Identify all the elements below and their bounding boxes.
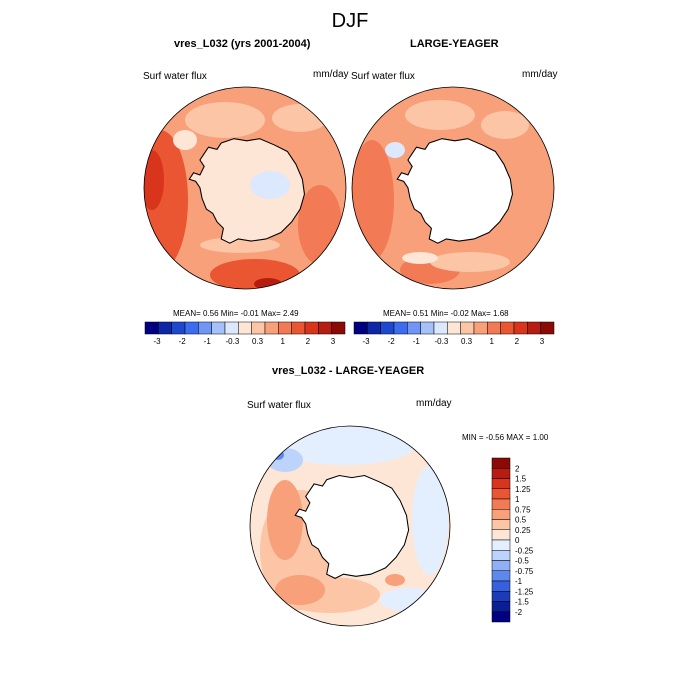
colorbar-swatch: [491, 539, 511, 551]
colorbar-swatch: [393, 321, 408, 335]
panel1-units: mm/day: [313, 69, 349, 80]
colorbar-swatch: [331, 321, 346, 335]
colorbar-label: 0.3: [252, 337, 264, 346]
colorbar-label: 0: [515, 536, 520, 545]
colorbar-swatch: [264, 321, 279, 335]
colorbar-swatch: [491, 601, 511, 612]
colorbar-label: -2: [388, 337, 396, 346]
colorbar-label: -0.3: [435, 337, 449, 346]
panel3-stats: MIN = -0.56 MAX = 1.00: [462, 433, 549, 442]
panel2-variable: Surf water flux: [351, 71, 415, 82]
colorbar-label: -1.25: [515, 587, 534, 596]
colorbar-swatch: [491, 580, 511, 592]
colorbar-swatch: [353, 321, 368, 335]
panel3-units: mm/day: [416, 398, 452, 409]
colorbar-label: 1.25: [515, 485, 531, 494]
colorbar-label: -0.5: [515, 557, 529, 566]
colorbar-swatch: [491, 509, 511, 520]
colorbar-swatch: [491, 519, 511, 530]
colorbar-swatch: [224, 321, 239, 335]
colorbar-swatch: [491, 550, 511, 561]
panel1-title: vres_L032 (yrs 2001-2004): [174, 38, 311, 50]
colorbar-label: -3: [362, 337, 370, 346]
colorbar-swatch: [491, 570, 511, 582]
colorbar-swatch: [278, 321, 292, 335]
colorbar-panel2: -3 -2 -1 -0.3 0.3 1 2 3: [353, 321, 555, 346]
panel1-variable: Surf water flux: [143, 71, 207, 82]
colorbar-swatch: [491, 478, 511, 489]
colorbar-label: -1: [515, 577, 523, 586]
panel2-title: LARGE-YEAGER: [410, 38, 499, 50]
colorbar-label: 0.5: [515, 516, 527, 525]
colorbar-label: 0.75: [515, 505, 531, 514]
colorbar-label: 3: [540, 337, 545, 346]
colorbar-swatch: [211, 321, 226, 335]
panel3-variable: Surf water flux: [247, 400, 311, 411]
colorbar-swatch: [198, 321, 212, 335]
panel3-border: [249, 425, 451, 627]
colorbar-label: -1: [204, 337, 212, 346]
colorbar-label: 2: [306, 337, 311, 346]
colorbar-swatch: [473, 321, 488, 335]
colorbar-swatch: [460, 321, 475, 335]
colorbar-swatch: [144, 321, 159, 335]
colorbar-label: 2: [515, 337, 520, 346]
colorbar-swatch: [367, 321, 381, 335]
colorbar-swatch: [304, 321, 319, 335]
panel2-units: mm/day: [522, 69, 558, 80]
colorbar-label: 3: [331, 337, 336, 346]
panel1-stats: MEAN= 0.56 Min= -0.01 Max= 2.49: [173, 309, 299, 318]
colorbar-swatch: [184, 321, 199, 335]
colorbar-label: -0.3: [226, 337, 240, 346]
colorbar-label: -2: [515, 608, 523, 617]
colorbar-panel1: -3 -2 -1 -0.3 0.3 1 2 3: [144, 321, 346, 346]
colorbar-swatch: [491, 529, 511, 541]
colorbar-swatch: [251, 321, 266, 335]
colorbar-label: 2: [515, 464, 520, 473]
colorbar-label: -0.75: [515, 567, 534, 576]
colorbar-label: 1.5: [515, 475, 527, 484]
colorbar-swatch: [527, 321, 541, 335]
colorbar-label: -2: [179, 337, 187, 346]
colorbar-swatch: [318, 321, 332, 335]
colorbar-swatch: [447, 321, 461, 335]
colorbar-label: 1: [489, 337, 494, 346]
colorbar-swatch: [171, 321, 186, 335]
colorbar-label: -1.5: [515, 598, 529, 607]
colorbar-swatch: [491, 468, 511, 479]
colorbar-swatch: [540, 321, 555, 335]
colorbar-swatch: [491, 488, 511, 500]
colorbar-label: 0.25: [515, 526, 531, 535]
colorbar-swatch: [491, 611, 511, 623]
colorbar-label: 1: [515, 495, 520, 504]
colorbar-label: -1: [413, 337, 421, 346]
colorbar-swatch: [158, 321, 172, 335]
colorbar-swatch: [500, 321, 515, 335]
colorbar-difference: 21.51.2510.750.50.250-0.25-0.5-0.75-1-1.…: [491, 457, 534, 623]
panel2-border: [351, 86, 555, 290]
colorbar-label: 0.3: [461, 337, 473, 346]
colorbar-label: -0.25: [515, 546, 534, 555]
colorbar-swatch: [420, 321, 435, 335]
colorbar-swatch: [513, 321, 528, 335]
colorbar-swatch: [491, 591, 511, 602]
colorbar-swatch: [491, 457, 511, 469]
panel1-border: [143, 86, 347, 290]
colorbar-swatch: [238, 321, 252, 335]
panel3-title: vres_L032 - LARGE-YEAGER: [272, 365, 425, 377]
colorbar-label: 1: [280, 337, 285, 346]
panel2-stats: MEAN= 0.51 Min= -0.02 Max= 1.68: [383, 309, 509, 318]
colorbar-swatch: [291, 321, 306, 335]
colorbar-swatch: [407, 321, 421, 335]
colorbar-swatch: [491, 498, 511, 510]
colorbar-swatch: [380, 321, 395, 335]
colorbar-label: -3: [153, 337, 161, 346]
colorbar-swatch: [433, 321, 448, 335]
figure-title: DJF: [331, 10, 369, 32]
colorbar-swatch: [487, 321, 501, 335]
colorbar-swatch: [491, 560, 511, 571]
panel1-antarctica: [188, 138, 306, 244]
